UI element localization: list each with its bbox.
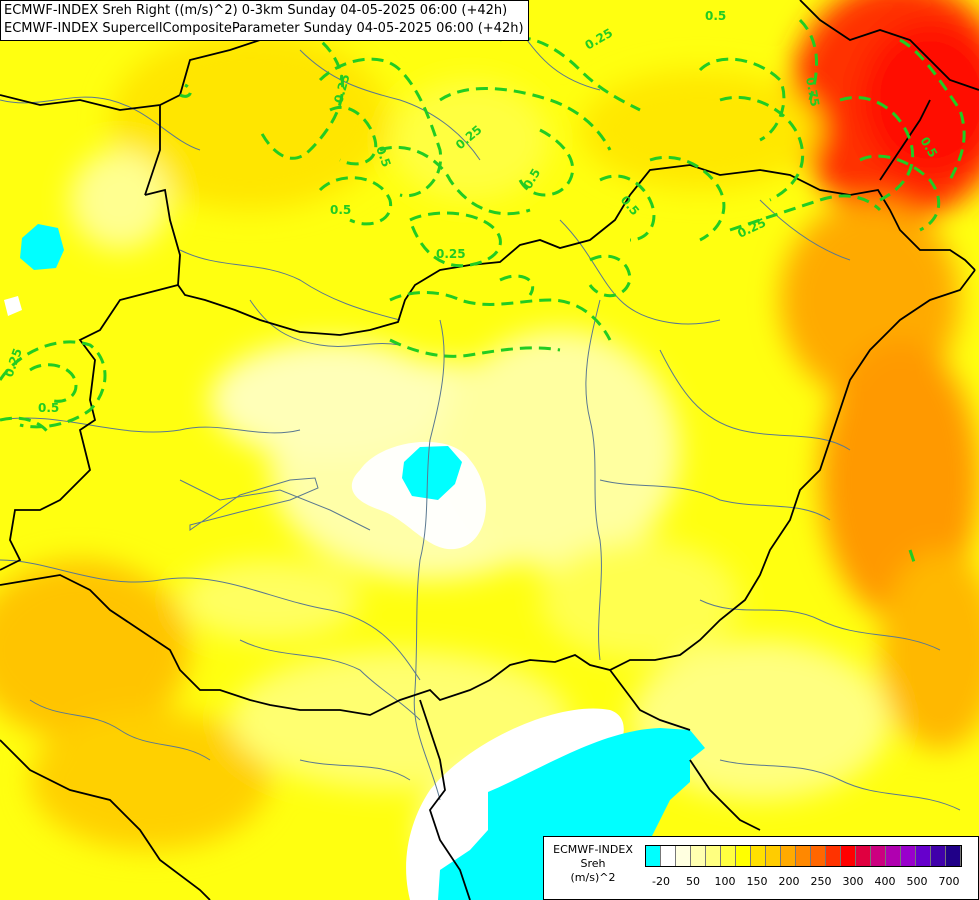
cyan-area-west: [20, 224, 64, 270]
legend-swatch: [706, 846, 721, 866]
legend-swatch: [796, 846, 811, 866]
legend-swatch: [871, 846, 886, 866]
legend-swatch: [841, 846, 856, 866]
legend-swatch: [646, 846, 661, 866]
legend-swatch: [691, 846, 706, 866]
legend-color-bar: [645, 845, 962, 867]
legend-tick-label: 500: [906, 875, 928, 888]
legend-title-source: ECMWF-INDEX: [553, 843, 633, 856]
legend-swatch: [886, 846, 901, 866]
cyan-area-south: [438, 728, 705, 900]
legend-tick-label: 250: [810, 875, 832, 888]
contour-label: 0.5: [705, 9, 726, 23]
legend-swatch: [931, 846, 946, 866]
title-line-scp: ECMWF-INDEX SupercellCompositeParameter …: [4, 21, 524, 36]
legend-swatch: [946, 846, 961, 866]
legend-tick-label: -20: [652, 875, 670, 888]
legend-swatch: [736, 846, 751, 866]
legend-tick-label: 400: [874, 875, 896, 888]
legend-tick-label: 700: [938, 875, 960, 888]
low-sreh-areas: [4, 224, 705, 900]
legend-swatch: [781, 846, 796, 866]
contour-label: 0.25: [436, 247, 466, 261]
legend-swatch: [661, 846, 676, 866]
legend-labels: -20 50 100 150 200 250 300 400 500 700: [544, 875, 978, 891]
map-title: ECMWF-INDEX Sreh Right ((m/s)^2) 0-3km S…: [0, 0, 529, 41]
legend-tick-label: 150: [746, 875, 768, 888]
contour-label: 0.5: [38, 401, 59, 415]
legend-title: ECMWF-INDEX Sreh (m/s)^2: [544, 843, 642, 885]
legend-swatch: [826, 846, 841, 866]
legend-swatch: [916, 846, 931, 866]
legend-tick-label: 50: [686, 875, 700, 888]
contour-label: 0.75: [803, 76, 822, 108]
legend-tick-label: 100: [714, 875, 736, 888]
legend-swatch: [751, 846, 766, 866]
title-line-sreh: ECMWF-INDEX Sreh Right ((m/s)^2) 0-3km S…: [4, 3, 508, 18]
legend-swatch: [811, 846, 826, 866]
legend-swatch: [766, 846, 781, 866]
contour-label: 0.5: [373, 144, 393, 169]
legend-title-param: Sreh: [580, 857, 606, 870]
legend-swatch: [676, 846, 691, 866]
contour-label: 0.5: [330, 203, 351, 217]
white-area-west: [4, 296, 22, 316]
legend-swatch: [721, 846, 736, 866]
legend-tick-label: 300: [842, 875, 864, 888]
legend-swatch: [856, 846, 871, 866]
legend-swatch: [901, 846, 916, 866]
legend-title-unit: (m/s)^2: [570, 871, 616, 884]
color-legend: ECMWF-INDEX Sreh (m/s)^2 -20 50 100 150 200 2…: [543, 836, 979, 900]
cyan-area-center: [402, 446, 462, 500]
legend-tick-label: 200: [778, 875, 800, 888]
